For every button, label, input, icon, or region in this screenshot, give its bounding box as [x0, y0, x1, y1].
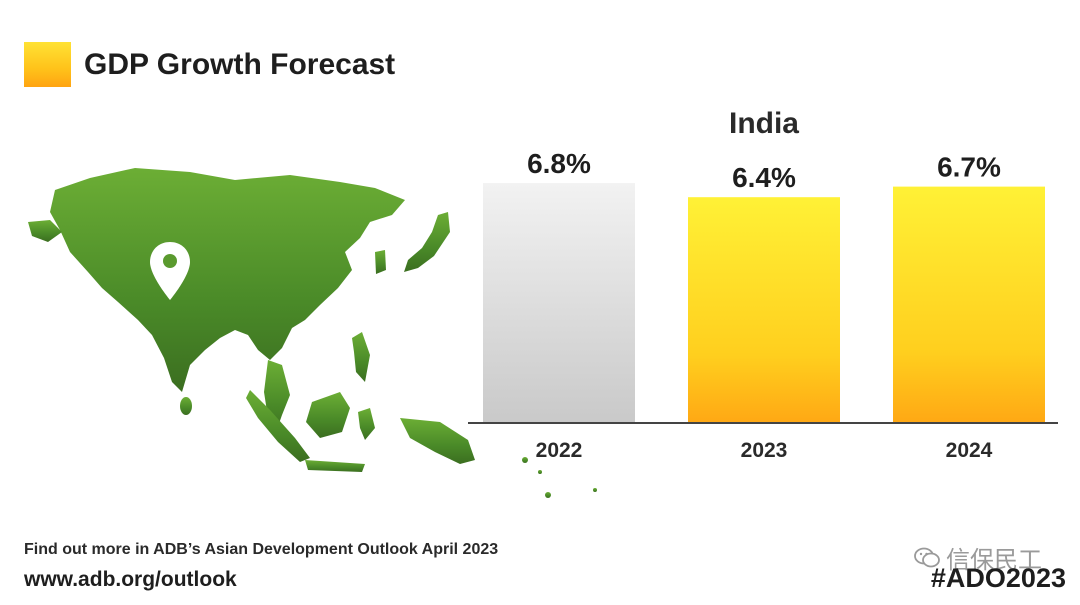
footer-note: Find out more in ADB’s Asian Development… [24, 541, 499, 558]
footer-url[interactable]: www.adb.org/outlook [24, 568, 237, 591]
value-label-2022: 6.8% [527, 148, 591, 179]
asia-map [28, 168, 597, 498]
x-tick-2023: 2023 [741, 439, 788, 462]
title-swatch [24, 42, 71, 87]
philippines [352, 332, 370, 382]
gdp-bar-chart: India 6.8% 2022 6.4% 2023 6.7% 2024 [468, 107, 1058, 462]
sumatra [246, 390, 310, 462]
location-pin-icon [150, 242, 190, 300]
wechat-icon [914, 547, 940, 567]
watermark: 信保民工 [914, 540, 1042, 575]
korea [375, 250, 386, 274]
new-guinea [400, 418, 475, 464]
x-tick-2024: 2024 [946, 439, 993, 462]
bar-2022 [483, 183, 635, 423]
chart-subtitle: India [729, 107, 799, 140]
bar-2023 [688, 197, 840, 423]
java [305, 460, 365, 472]
bar-2024 [893, 186, 1045, 423]
page-title: GDP Growth Forecast [84, 48, 396, 81]
hashtag: #ADO2023 [930, 563, 1066, 593]
japan [404, 212, 450, 272]
value-label-2024: 6.7% [937, 152, 1001, 183]
value-label-2023: 6.4% [732, 162, 796, 193]
x-tick-2022: 2022 [536, 439, 583, 462]
sulawesi [358, 408, 375, 440]
watermark-text: 信保民工 [946, 547, 1042, 574]
sri-lanka [180, 397, 192, 415]
borneo [306, 392, 350, 438]
asia-mainland [50, 168, 405, 392]
west-blob [28, 220, 62, 242]
